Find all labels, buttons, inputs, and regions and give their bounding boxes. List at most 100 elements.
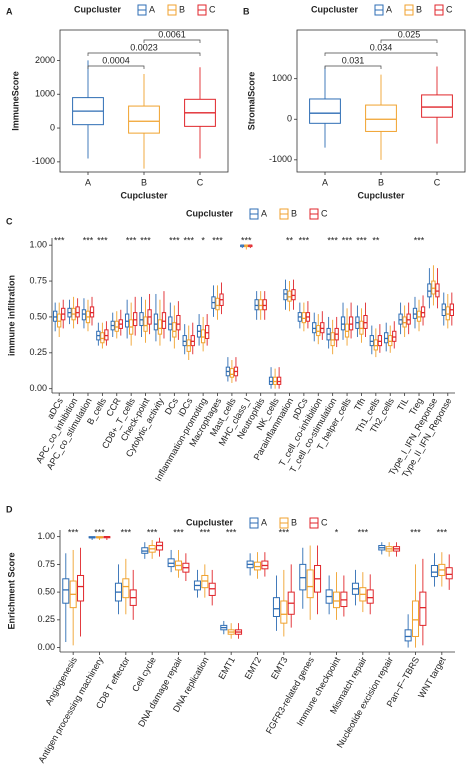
box <box>77 574 85 602</box>
x-axis-label: Cupcluster <box>357 190 405 200</box>
box <box>89 306 95 318</box>
legend-label: B <box>179 4 185 14</box>
legend-label: C <box>446 4 453 14</box>
box <box>283 289 288 301</box>
significance: *** <box>94 527 105 537</box>
box <box>369 335 374 347</box>
significance: *** <box>173 527 184 537</box>
comparison-bracket <box>143 39 201 43</box>
box <box>330 332 335 347</box>
box <box>411 600 420 637</box>
box <box>75 306 80 318</box>
box <box>348 316 354 331</box>
box <box>430 564 438 578</box>
legend-label: C <box>209 4 216 14</box>
p-value: 0.034 <box>370 42 393 52</box>
significance: *** <box>212 235 223 245</box>
box <box>412 307 418 319</box>
comparison-bracket <box>87 65 145 69</box>
box <box>402 316 407 328</box>
panel-label: A <box>6 6 13 16</box>
box <box>404 629 412 642</box>
x-tick-label: C <box>197 177 204 187</box>
box <box>215 297 220 311</box>
x-tick-label: B <box>378 177 384 187</box>
box <box>133 312 138 327</box>
y-tick-label: 0.00 <box>29 383 47 393</box>
box <box>229 368 235 378</box>
p-value: 0.0023 <box>130 42 158 52</box>
box <box>143 316 148 332</box>
significance: *** <box>410 527 421 537</box>
box <box>81 309 87 321</box>
box <box>258 299 263 311</box>
box <box>301 312 307 324</box>
y-tick-label: 1.00 <box>37 531 55 541</box>
significance: *** <box>437 527 448 537</box>
panel-label: D <box>6 504 13 514</box>
box <box>332 591 341 609</box>
legend-label: B <box>291 208 297 218</box>
comparison-bracket <box>324 65 382 69</box>
y-axis-label: ImmuneScore <box>10 71 20 131</box>
box <box>139 312 144 327</box>
box <box>100 332 105 344</box>
p-value: 0.0061 <box>158 29 186 39</box>
x-tick-label: Cell cycle <box>130 655 158 693</box>
significance: *** <box>68 527 79 537</box>
x-tick-label: A <box>322 177 328 187</box>
box <box>122 578 130 599</box>
legend-label: C <box>321 208 328 218</box>
significance: *** <box>200 527 211 537</box>
significance: *** <box>83 235 94 245</box>
x-tick-label: EMT2 <box>243 655 264 681</box>
significance: *** <box>299 235 310 245</box>
legend-label: A <box>261 208 267 218</box>
x-tick-label: EMT3 <box>269 655 290 681</box>
y-tick-label: 1000 <box>272 73 292 83</box>
box <box>205 325 210 339</box>
box <box>419 591 427 626</box>
comparison-bracket <box>87 52 201 56</box>
legend-title: Cupcluster <box>74 4 122 14</box>
box <box>62 578 70 604</box>
legend-label: A <box>386 4 392 14</box>
box <box>53 310 58 322</box>
y-tick-label: 2000 <box>35 55 55 65</box>
significance: * <box>201 235 205 245</box>
legend-label: A <box>149 4 155 14</box>
y-tick-label: 0 <box>287 114 292 124</box>
significance: *** <box>414 235 425 245</box>
significance: *** <box>140 235 151 245</box>
box <box>406 313 411 325</box>
y-tick-label: -1000 <box>269 154 292 164</box>
box <box>182 335 187 347</box>
panel-label: C <box>6 216 13 226</box>
y-tick-label: -1000 <box>32 156 55 166</box>
y-tick-label: 0.25 <box>29 347 47 357</box>
box <box>416 310 422 322</box>
significance: *** <box>126 235 137 245</box>
y-tick-label: 0.50 <box>37 586 55 596</box>
significance: *** <box>358 527 369 537</box>
significance: *** <box>121 527 132 537</box>
x-axis-label: Cupcluster <box>120 190 168 200</box>
significance: *** <box>183 235 194 245</box>
y-tick-label: 0.50 <box>29 311 47 321</box>
significance: *** <box>241 235 252 245</box>
significance: *** <box>97 235 108 245</box>
significance: ** <box>286 235 294 245</box>
y-tick-label: 1.00 <box>29 240 47 250</box>
legend-label: C <box>321 517 328 527</box>
legend-title: Cupcluster <box>186 517 234 527</box>
box <box>57 313 62 328</box>
box <box>445 567 453 580</box>
x-tick-label: FGFR3-related genes <box>264 655 316 736</box>
panel-label: B <box>243 6 250 16</box>
box <box>272 376 278 385</box>
y-tick-label: 0.25 <box>37 614 55 624</box>
box <box>359 320 364 335</box>
box <box>200 329 206 344</box>
y-tick-label: 0.00 <box>37 642 55 652</box>
p-value: 0.031 <box>342 55 365 65</box>
